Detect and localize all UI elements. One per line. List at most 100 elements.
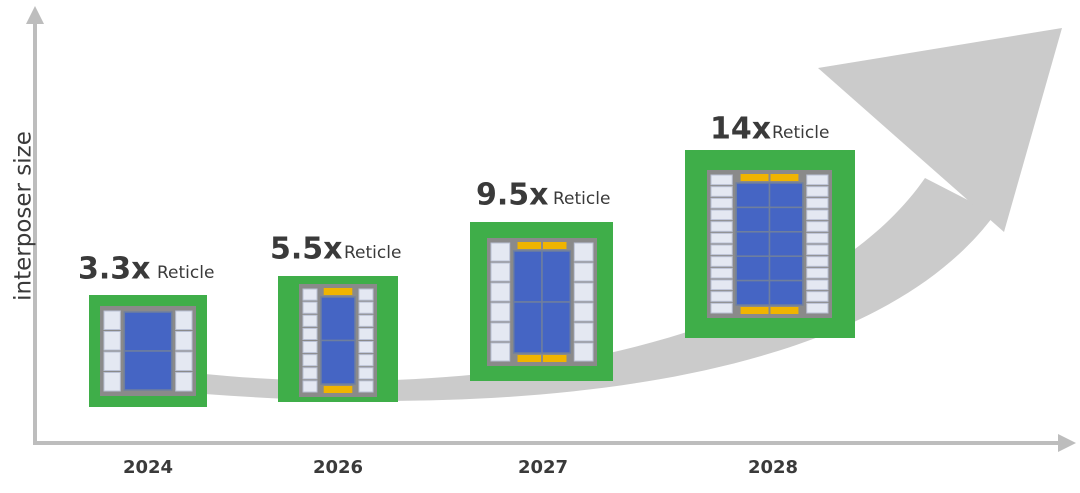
y-axis-arrow xyxy=(26,6,44,24)
hbm-stack xyxy=(806,279,829,291)
io-die xyxy=(770,174,799,181)
compute-die xyxy=(768,231,804,257)
hbm-stack xyxy=(710,256,733,267)
multiplier: 3.3x xyxy=(78,252,151,287)
year-label: 2024 xyxy=(123,457,173,478)
hbm-stack xyxy=(806,267,829,279)
multiplier: 9.5x xyxy=(476,178,549,213)
hbm-stack xyxy=(358,327,374,340)
hbm-stack xyxy=(710,291,733,302)
compute-die xyxy=(512,250,543,303)
compute-die xyxy=(768,279,804,306)
compute-die xyxy=(735,182,771,209)
io-die xyxy=(740,307,769,314)
hbm-stack xyxy=(806,209,829,221)
hbm-stack xyxy=(806,291,829,302)
compute-die xyxy=(735,206,771,233)
hbm-stack xyxy=(806,221,829,232)
hbm-stack xyxy=(710,221,733,232)
io-die xyxy=(543,355,567,362)
hbm-stack xyxy=(302,341,318,354)
hbm-stack xyxy=(710,174,733,186)
hbm-stack xyxy=(358,367,374,380)
hbm-stack xyxy=(806,232,829,244)
hbm-stack xyxy=(175,372,193,392)
unit: Reticle xyxy=(157,263,214,283)
compute-die xyxy=(735,255,771,282)
hbm-stack xyxy=(806,302,829,314)
hbm-stack xyxy=(358,301,374,314)
hbm-stack xyxy=(573,302,594,322)
compute-die xyxy=(735,279,771,306)
compute-die xyxy=(541,301,572,354)
compute-die xyxy=(320,339,356,385)
hbm-stack xyxy=(302,380,318,393)
hbm-stack xyxy=(573,282,594,302)
multiplier: 5.5x xyxy=(270,232,343,267)
hbm-stack xyxy=(103,372,121,392)
hbm-stack xyxy=(358,341,374,354)
year-label: 2028 xyxy=(748,457,798,478)
hbm-stack xyxy=(573,322,594,342)
hbm-stack xyxy=(302,367,318,380)
package: 5.5x Reticle 2026 xyxy=(270,232,401,479)
hbm-stack xyxy=(302,288,318,301)
io-die xyxy=(323,288,353,295)
hbm-stack xyxy=(573,262,594,282)
hbm-stack xyxy=(806,186,829,197)
compute-die xyxy=(768,206,804,233)
hbm-stack xyxy=(358,380,374,393)
hbm-stack xyxy=(710,279,733,291)
compute-die xyxy=(123,311,173,352)
hbm-stack xyxy=(302,314,318,327)
hbm-stack xyxy=(302,354,318,367)
hbm-stack xyxy=(175,331,193,351)
io-die xyxy=(323,386,353,393)
package: 14x Reticle 2028 xyxy=(685,112,855,478)
hbm-stack xyxy=(710,244,733,256)
y-axis-label: interposer size xyxy=(11,131,37,301)
hbm-stack xyxy=(490,242,511,262)
hbm-stack xyxy=(806,174,829,186)
hbm-stack xyxy=(806,197,829,209)
compute-die xyxy=(123,350,173,391)
year-label: 2027 xyxy=(518,457,568,478)
hbm-stack xyxy=(806,244,829,256)
hbm-stack xyxy=(573,342,594,362)
x-axis-arrow xyxy=(1058,434,1076,452)
multiplier: 14x xyxy=(710,112,771,147)
hbm-stack xyxy=(710,267,733,279)
hbm-stack xyxy=(710,197,733,209)
io-die xyxy=(517,242,541,249)
hbm-stack xyxy=(710,209,733,221)
io-die xyxy=(517,355,541,362)
io-die xyxy=(770,307,799,314)
hbm-stack xyxy=(175,351,193,371)
arrow-head xyxy=(818,28,1062,232)
axes xyxy=(26,6,1076,452)
io-die xyxy=(543,242,567,249)
hbm-stack xyxy=(710,186,733,197)
hbm-stack xyxy=(103,331,121,351)
hbm-stack xyxy=(490,342,511,362)
hbm-stack xyxy=(573,242,594,262)
package: 3.3x Reticle 2024 xyxy=(78,252,214,479)
compute-die xyxy=(768,255,804,282)
hbm-stack xyxy=(710,302,733,314)
hbm-stack xyxy=(490,302,511,322)
io-die xyxy=(740,174,769,181)
unit: Reticle xyxy=(344,243,401,263)
hbm-stack xyxy=(358,354,374,367)
hbm-stack xyxy=(302,301,318,314)
hbm-stack xyxy=(490,322,511,342)
hbm-stack xyxy=(490,282,511,302)
package: 9.5x Reticle 2027 xyxy=(470,178,613,478)
hbm-stack xyxy=(103,351,121,371)
unit: Reticle xyxy=(553,189,610,209)
compute-die xyxy=(735,231,771,257)
hbm-stack xyxy=(806,256,829,267)
compute-die xyxy=(768,182,804,209)
hbm-stack xyxy=(175,310,193,330)
